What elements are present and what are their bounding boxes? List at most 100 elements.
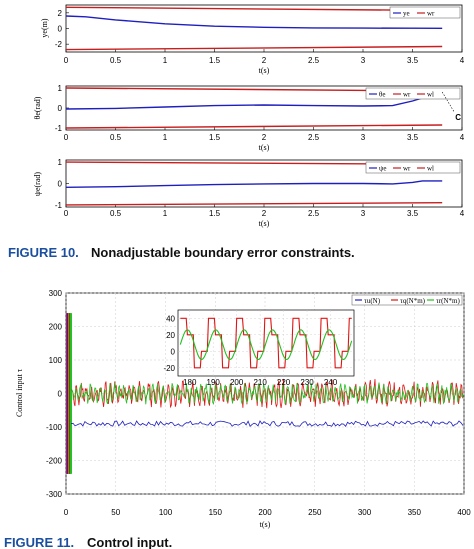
y-tick-label: 0	[58, 25, 63, 34]
inset-series-tau-q	[180, 317, 352, 369]
x-tick-label: 0	[64, 56, 69, 65]
x-tick-label: 2.5	[308, 133, 320, 142]
chart-control-input: 0 50 100 150 200 250 300 350 4003002001000-100-2…	[15, 289, 471, 529]
series-line-τr(N*m)	[70, 382, 464, 405]
x-tick-label: 3.5	[407, 133, 419, 142]
y-tick-label: -100	[46, 423, 63, 432]
x-axis-label: t(s)	[259, 219, 270, 228]
legend-label: τu(N)	[364, 297, 381, 305]
x-tick-label: 200	[258, 508, 272, 517]
y-tick-label: -300	[46, 490, 63, 499]
y-axis-label: ψe(rad)	[33, 172, 42, 196]
inset-y-tick-label: 0	[171, 347, 176, 356]
x-tick-label: 50	[111, 508, 120, 517]
chart-theta-e: 0 0.5 1 1.5 2 2.5 3 3.5 410-1t(s)θe(rad)θe wr wlC	[33, 84, 465, 152]
inset-x-tick-label: 200	[230, 378, 244, 387]
series-line-wl	[65, 45, 443, 51]
x-tick-label: 350	[408, 508, 422, 517]
x-tick-label: 3	[361, 209, 366, 218]
legend-box	[351, 294, 463, 306]
y-tick-label: 100	[49, 356, 63, 365]
legend-box	[365, 87, 461, 100]
x-tick-label: 2.5	[308, 209, 320, 218]
x-tick-label: 150	[209, 508, 223, 517]
series-line-wl	[65, 124, 443, 129]
y-tick-label: 2	[58, 9, 63, 18]
series-line-ψe	[65, 180, 443, 188]
inset-x-tick-label: 220	[277, 378, 291, 387]
x-tick-label: 4	[460, 209, 465, 218]
legend-label: wr	[403, 165, 411, 173]
annotation-leader	[441, 91, 455, 113]
legend-label: wr	[427, 10, 435, 18]
x-axis-label: t(s)	[259, 66, 270, 75]
legend-box	[365, 161, 461, 174]
legend-label: θe	[379, 91, 385, 99]
legend-label: ψe	[379, 165, 387, 173]
y-tick-label: 0	[58, 390, 63, 399]
x-tick-label: 3.5	[407, 56, 419, 65]
legend-label: wl	[427, 91, 434, 99]
chart-psi-e: 0 0.5 1 1.5 2 2.5 3 3.5 410-1t(s)ψe(rad)ψe wr wl	[33, 158, 465, 228]
x-tick-label: 1	[163, 209, 168, 218]
legend-label: wr	[403, 91, 411, 99]
x-tick-label: 400	[457, 508, 471, 517]
y-tick-label: 0	[58, 104, 63, 113]
x-tick-label: 1.5	[209, 133, 221, 142]
x-tick-label: 4	[460, 133, 465, 142]
series-line-wl	[65, 202, 443, 206]
y-tick-label: -200	[46, 457, 63, 466]
x-tick-label: 0	[64, 508, 69, 517]
x-tick-label: 0.5	[110, 56, 122, 65]
x-tick-label: 1.5	[209, 56, 221, 65]
legend-label: τq(N*m)	[400, 297, 426, 305]
inset-y-tick-label: 20	[166, 331, 175, 340]
figure10-label: FIGURE 10.	[8, 245, 79, 260]
x-tick-label: 2	[262, 209, 267, 218]
y-axis-label: Control input τ	[15, 368, 24, 417]
inset-series-tau-r	[179, 329, 353, 361]
y-tick-label: 1	[58, 84, 63, 93]
y-tick-label: 1	[58, 158, 63, 167]
figure11-label: FIGURE 11.	[4, 535, 74, 549]
inset-x-tick-label: 190	[207, 378, 221, 387]
x-tick-label: 2.5	[308, 56, 320, 65]
figure11-caption: Control input.	[87, 535, 172, 549]
x-tick-label: 4	[460, 56, 465, 65]
series-line-τu(N)	[70, 420, 464, 428]
inset-y-tick-label: 40	[166, 314, 175, 323]
series-line-ye	[65, 15, 443, 29]
x-tick-label: 1.5	[209, 209, 221, 218]
x-axis-label: t(s)	[260, 520, 271, 529]
legend-label: τr(N*m)	[436, 297, 460, 305]
x-tick-label: 2	[262, 133, 267, 142]
y-tick-label: -1	[55, 124, 63, 133]
x-tick-label: 0.5	[110, 133, 122, 142]
x-tick-label: 100	[159, 508, 173, 517]
x-tick-label: 300	[358, 508, 372, 517]
y-tick-label: -2	[55, 40, 63, 49]
legend-label: ye	[403, 10, 410, 18]
y-axis-label: ye(m)	[40, 18, 49, 37]
x-tick-label: 0	[64, 133, 69, 142]
x-tick-label: 250	[308, 508, 322, 517]
x-tick-label: 0.5	[110, 209, 122, 218]
x-tick-label: 2	[262, 56, 267, 65]
x-tick-label: 0	[64, 209, 69, 218]
series-line-τq(N*m)	[70, 378, 464, 409]
inset-x-tick-label: 240	[324, 378, 338, 387]
legend-label: wl	[427, 165, 434, 173]
inset-x-tick-label: 180	[183, 378, 197, 387]
annotation-label: C	[455, 113, 461, 122]
chart-ye: 0 0.5 1 1.5 2 2.5 3 3.5 420-2t(s)ye(m)ye wr	[40, 4, 465, 75]
inset-x-tick-label: 230	[300, 378, 314, 387]
figure10-caption: Nonadjustable boundary error constraints…	[91, 245, 355, 260]
y-tick-label: 0	[58, 180, 63, 189]
x-tick-label: 3	[361, 56, 366, 65]
y-tick-label: 300	[49, 289, 63, 298]
inset-x-tick-label: 210	[253, 378, 267, 387]
y-tick-label: -1	[55, 201, 63, 210]
series-line-wr	[65, 6, 443, 12]
